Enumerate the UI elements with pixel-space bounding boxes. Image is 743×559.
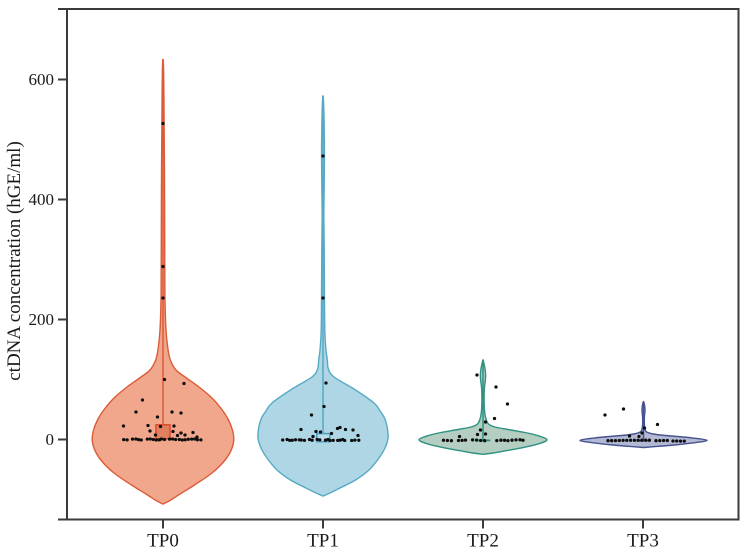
svg-text:600: 600 bbox=[29, 70, 55, 89]
svg-text:TP2: TP2 bbox=[467, 531, 499, 552]
svg-text:TP3: TP3 bbox=[627, 531, 659, 552]
svg-text:TP0: TP0 bbox=[147, 531, 179, 552]
svg-text:400: 400 bbox=[29, 190, 55, 209]
svg-text:ctDNA concentration (hGE/ml): ctDNA concentration (hGE/ml) bbox=[4, 141, 25, 381]
svg-text:0: 0 bbox=[46, 430, 55, 449]
svg-text:200: 200 bbox=[29, 310, 55, 329]
svg-text:TP1: TP1 bbox=[307, 531, 339, 552]
